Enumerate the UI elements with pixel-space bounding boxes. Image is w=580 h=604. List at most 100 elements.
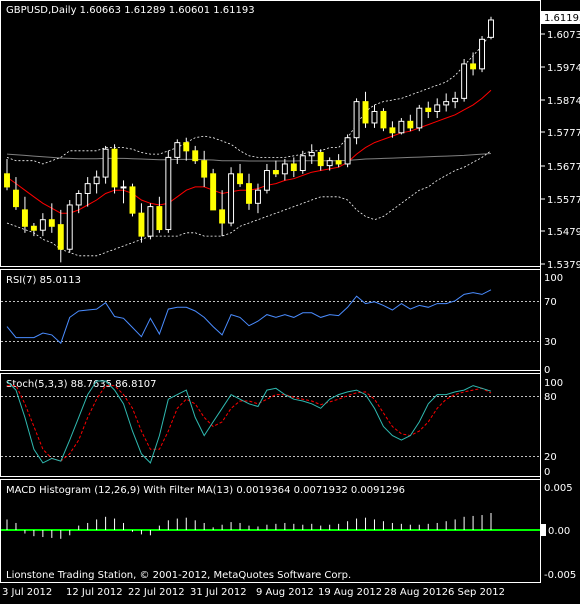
rsi-tick-label: 100	[544, 273, 563, 284]
macd-axis: 0.005 0.00 -0.005	[541, 483, 576, 581]
candle-body	[21, 209, 28, 227]
rsi-axis: 100 70 30 0	[544, 273, 563, 376]
candle-body	[335, 160, 342, 165]
candle-body	[290, 163, 297, 172]
candle-body	[443, 101, 450, 106]
candle-body	[192, 150, 199, 162]
stoch-panel-title: Stoch(5,3,3) 88.7635 86.8107	[6, 379, 157, 390]
price-tick-label: 1.55770	[547, 195, 580, 206]
candle-body	[183, 142, 190, 152]
candle-body	[66, 204, 73, 250]
candle-body	[272, 170, 279, 175]
candle-body	[416, 107, 423, 129]
candle-body	[263, 170, 270, 191]
candle-body	[434, 104, 441, 112]
long-moving-average-line	[6, 153, 492, 162]
candle-body	[174, 142, 181, 158]
price-tick-label: 1.58745	[547, 96, 580, 107]
lower-band-line	[6, 150, 492, 257]
candle-body	[84, 183, 91, 194]
price-axis: 1.60735 1.59745 1.58745 1.57770 1.56770 …	[541, 30, 580, 271]
candle-body	[4, 173, 10, 188]
price-tick-label: 1.59745	[547, 63, 580, 74]
candle-body	[299, 155, 306, 172]
candle-body	[326, 160, 333, 167]
candle-body	[30, 225, 37, 231]
rsi-tick-label: 70	[544, 297, 557, 308]
candle-body	[111, 148, 118, 188]
stoch-tick-label: 80	[544, 392, 557, 403]
stoch-main-line	[6, 380, 492, 464]
rsi-panel-title: RSI(7) 85.0113	[6, 275, 81, 286]
price-tick-label: 1.56770	[547, 162, 580, 173]
candle-body	[228, 173, 235, 224]
candle-body	[488, 19, 494, 38]
price-panel-frame	[0, 0, 541, 267]
candle-body	[362, 101, 369, 124]
price-tick-label: 1.60735	[547, 30, 580, 41]
candle-body	[156, 206, 163, 231]
rsi-series	[6, 289, 492, 345]
stoch-axis: 100 80 20 0	[544, 378, 563, 478]
candle-body	[281, 163, 288, 175]
date-tick-label: 22 Jul 2012	[128, 587, 185, 598]
price-panel-title: GBPUSD,Daily 1.60663 1.61289 1.60601 1.6…	[6, 5, 255, 16]
candle-body	[201, 160, 208, 178]
candle-body	[219, 209, 226, 224]
rsi-line	[6, 289, 492, 345]
candle-body	[120, 186, 127, 189]
candle-body	[75, 192, 82, 206]
time-axis: 3 Jul 2012 12 Jul 2012 22 Jul 2012 31 Ju…	[2, 587, 505, 598]
candle-body	[452, 97, 459, 103]
stoch-tick-label: 20	[544, 452, 557, 463]
price-series	[4, 16, 494, 263]
date-tick-label: 28 Aug 2012	[384, 587, 448, 598]
candle-body	[398, 120, 405, 134]
macd-panel-title: MACD Histogram (12,26,9) With Filter MA(…	[6, 485, 405, 496]
candle-body	[237, 173, 244, 185]
candle-body	[317, 151, 324, 167]
price-tick-label: 1.57770	[547, 128, 580, 139]
candle-body	[371, 110, 378, 124]
candle-body	[461, 63, 468, 99]
candle-body	[12, 189, 19, 208]
current-price-box	[541, 11, 580, 24]
date-tick-label: 31 Jul 2012	[190, 587, 247, 598]
candle-body	[425, 107, 432, 112]
stoch-series	[6, 380, 492, 464]
date-tick-label: 6 Sep 2012	[448, 587, 505, 598]
candle-body	[48, 219, 55, 227]
macd-zero-marker	[541, 524, 546, 536]
candle-body	[210, 173, 217, 211]
candle-body	[470, 63, 477, 70]
date-tick-label: 3 Jul 2012	[2, 587, 52, 598]
macd-tick-label: 0.00	[548, 526, 570, 537]
candle-body	[389, 127, 396, 134]
candle-body	[344, 137, 351, 165]
stoch-tick-label: 0	[544, 467, 550, 478]
candle-body	[254, 189, 261, 204]
rsi-tick-label: 0	[544, 365, 550, 376]
price-tick-label: 1.53795	[547, 260, 580, 271]
upper-band-line	[6, 32, 492, 165]
macd-tick-label: -0.005	[544, 570, 576, 581]
candle-body	[147, 206, 154, 237]
candle-body	[308, 151, 315, 157]
date-tick-label: 9 Aug 2012	[256, 587, 314, 598]
candle-body	[39, 219, 46, 231]
candle-body	[138, 212, 145, 237]
candle-body	[93, 176, 100, 185]
candle-body	[102, 148, 109, 178]
rsi-panel-frame	[0, 269, 541, 371]
date-tick-label: 19 Aug 2012	[318, 587, 382, 598]
price-tick-label: 1.54790	[547, 227, 580, 238]
macd-tick-label: 0.005	[544, 483, 573, 494]
candle-body	[353, 101, 360, 139]
candle-body	[57, 224, 64, 250]
candle-body	[479, 38, 486, 70]
candle-body	[380, 110, 387, 129]
macd-series	[6, 512, 492, 539]
copyright-text: Lionstone Trading Station, © 2001-2012, …	[6, 570, 351, 581]
